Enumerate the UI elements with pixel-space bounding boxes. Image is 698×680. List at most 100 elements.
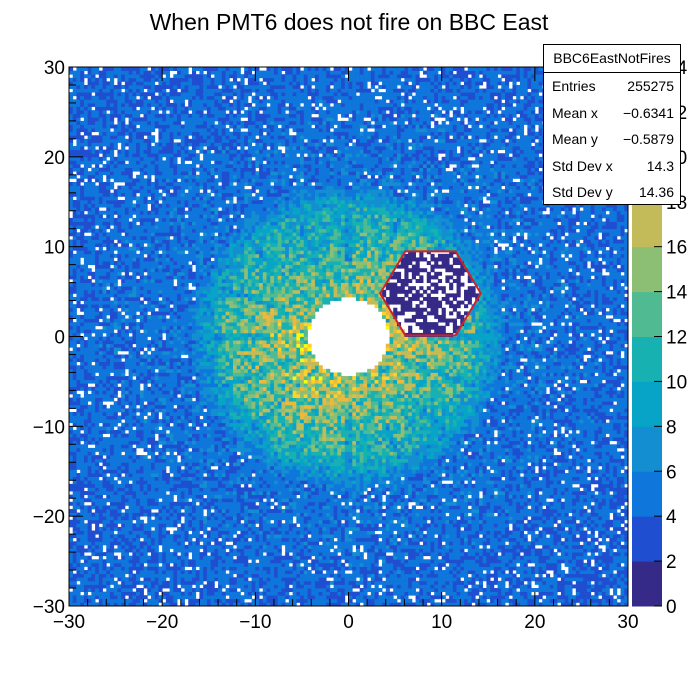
heatmap-cell — [72, 491, 77, 495]
heatmap-cell — [374, 501, 379, 506]
heatmap-cell — [437, 534, 443, 539]
heatmap-cell — [374, 577, 379, 582]
heatmap-cell — [124, 512, 130, 517]
heatmap-cell — [72, 588, 77, 593]
heatmap-cell — [113, 516, 118, 521]
heatmap-cell — [605, 491, 610, 495]
heatmap-cell — [560, 552, 566, 557]
heatmap-cell — [184, 559, 189, 564]
heatmap-cell — [173, 580, 178, 585]
heatmap-cell — [95, 552, 100, 557]
heatmap-cell — [382, 483, 387, 488]
heatmap-cell — [367, 491, 372, 495]
heatmap-cell — [292, 573, 297, 578]
heatmap-cell — [83, 491, 89, 495]
heatmap-cell — [203, 548, 208, 553]
heatmap-cell — [490, 566, 495, 571]
heatmap-cell — [300, 491, 305, 495]
heatmap-cell — [98, 577, 103, 582]
heatmap-cell — [109, 537, 115, 542]
heatmap-cell — [560, 534, 566, 539]
heatmap-cell — [210, 516, 215, 521]
heatmap-cell — [147, 598, 152, 603]
heatmap-cell — [158, 523, 163, 528]
heatmap-cell — [191, 555, 197, 560]
heatmap-cell — [139, 491, 144, 495]
heatmap-cell — [546, 476, 551, 481]
heatmap-cell — [542, 541, 547, 546]
heatmap-cell — [124, 537, 130, 542]
heatmap-cell — [396, 516, 402, 521]
heatmap-cell — [117, 494, 122, 499]
heatmap-cell — [322, 516, 327, 521]
heatmap-cell — [184, 595, 189, 600]
heatmap-cell — [601, 588, 607, 593]
heatmap-cell — [285, 476, 290, 481]
heatmap-cell — [423, 494, 428, 499]
heatmap-cell — [497, 595, 502, 600]
heatmap-cell — [434, 516, 439, 521]
heatmap-cell — [411, 491, 416, 495]
heatmap-cell — [277, 552, 282, 557]
heatmap-cell — [512, 498, 517, 503]
heatmap-cell — [531, 491, 536, 495]
heatmap-cell — [404, 534, 409, 539]
heatmap-cell — [109, 548, 115, 553]
heatmap-cell — [236, 555, 241, 560]
heatmap-cell — [493, 544, 498, 549]
heatmap-cell — [326, 584, 331, 589]
heatmap-cell — [434, 570, 439, 575]
heatmap-cell — [329, 591, 334, 596]
heatmap-cell — [121, 526, 126, 531]
heatmap-cell — [378, 480, 383, 485]
heatmap-cell — [273, 595, 279, 600]
heatmap-cell — [568, 494, 573, 499]
heatmap-cell — [229, 491, 234, 495]
heatmap-cell — [277, 598, 282, 603]
heatmap-cell — [139, 512, 144, 517]
heatmap-cell — [434, 588, 439, 593]
heatmap-cell — [538, 570, 543, 575]
heatmap-cell — [400, 530, 405, 535]
heatmap-cell — [352, 577, 357, 582]
heatmap-cell — [382, 548, 387, 553]
heatmap-cell — [605, 562, 610, 567]
heatmap-cell — [87, 523, 92, 528]
heatmap-cell — [411, 508, 416, 513]
heatmap-cell — [426, 577, 431, 582]
heatmap-cell — [348, 595, 353, 600]
heatmap-cell — [501, 584, 506, 589]
heatmap-cell — [531, 602, 536, 606]
heatmap-cell — [326, 494, 331, 499]
heatmap-cell — [236, 491, 241, 495]
heatmap-cell — [177, 566, 182, 571]
heatmap-cell — [411, 577, 416, 582]
heatmap-cell — [184, 588, 189, 593]
heatmap-cell — [370, 595, 375, 600]
heatmap-cell — [493, 580, 498, 585]
heatmap-cell — [221, 505, 226, 510]
heatmap-cell — [344, 552, 349, 557]
heatmap-cell — [154, 501, 159, 506]
heatmap-cell — [210, 494, 215, 499]
heatmap-cell — [464, 523, 469, 528]
heatmap-cell — [523, 494, 528, 499]
heatmap-cell — [80, 555, 85, 560]
heatmap-cell — [158, 588, 163, 593]
heatmap-cell — [303, 519, 308, 524]
heatmap-cell — [303, 562, 308, 567]
heatmap-cell — [534, 595, 539, 600]
heatmap-cell — [393, 598, 398, 603]
heatmap-cell — [72, 573, 77, 578]
heatmap-cell — [367, 580, 372, 585]
heatmap-cell — [195, 537, 200, 542]
heatmap-cell — [221, 541, 226, 546]
heatmap-cell — [165, 570, 171, 575]
heatmap-cell — [512, 530, 517, 535]
heatmap-cell — [572, 526, 577, 531]
heatmap-cell — [519, 498, 525, 503]
heatmap-cell — [341, 562, 346, 567]
heatmap-cell — [355, 526, 361, 531]
heatmap-cell — [128, 555, 133, 560]
heatmap-cell — [300, 544, 305, 549]
